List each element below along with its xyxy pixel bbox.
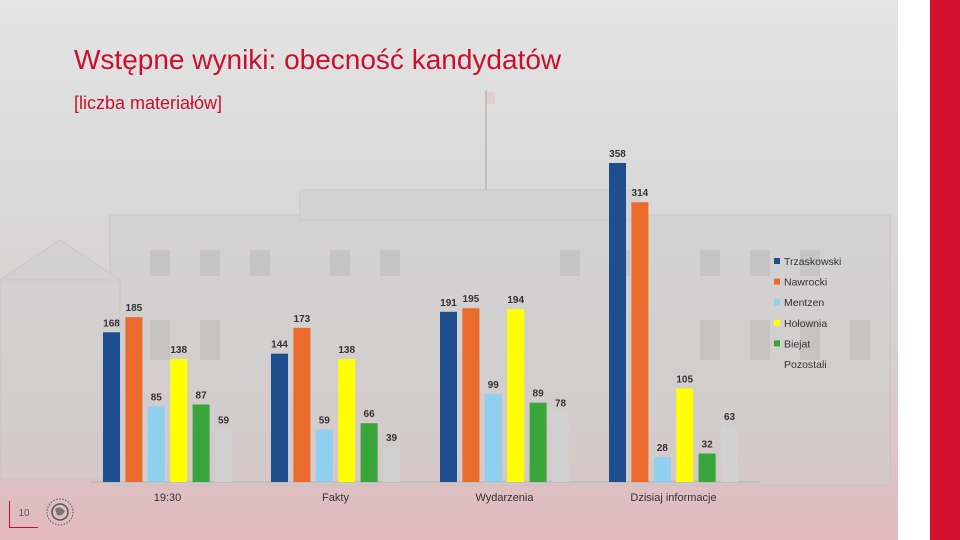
bar-mentzen-3 bbox=[653, 457, 671, 482]
data-label: 78 bbox=[555, 398, 567, 409]
red-accent-bar bbox=[930, 0, 960, 540]
bar-trzaskowski-1 bbox=[271, 353, 288, 482]
bar-biejat-3 bbox=[698, 453, 716, 482]
bar-trzaskowski-2 bbox=[440, 311, 457, 482]
data-label: 138 bbox=[338, 345, 355, 356]
category-label: Dzisiaj informacje bbox=[630, 492, 716, 504]
bar-pozostali-0 bbox=[215, 429, 232, 482]
data-label: 168 bbox=[103, 318, 120, 329]
category-label: 19:30 bbox=[154, 492, 182, 504]
bar-pozostali-1 bbox=[383, 447, 400, 482]
bar-mentzen-0 bbox=[147, 406, 165, 482]
data-label: 191 bbox=[440, 298, 457, 309]
bar-trzaskowski-0 bbox=[103, 332, 120, 482]
bar-mentzen-1 bbox=[315, 429, 333, 482]
page-number: 10 bbox=[9, 501, 38, 528]
legend-label: Biejat bbox=[784, 338, 810, 350]
legend-swatch bbox=[774, 278, 780, 285]
slide-title: Wstępne wyniki: obecność kandydatów bbox=[74, 44, 562, 75]
legend-swatch bbox=[774, 319, 780, 326]
data-label: 85 bbox=[151, 392, 163, 403]
data-label: 358 bbox=[609, 149, 626, 160]
data-label: 194 bbox=[507, 295, 524, 306]
data-label: 105 bbox=[676, 374, 693, 385]
legend-swatch bbox=[774, 361, 780, 367]
bar-hołownia-0 bbox=[170, 359, 188, 482]
data-label: 314 bbox=[632, 188, 649, 199]
category-label: Fakty bbox=[322, 492, 349, 504]
bar-nawrocki-0 bbox=[125, 317, 143, 482]
bar-pozostali-3 bbox=[721, 425, 738, 482]
bar-hołownia-3 bbox=[676, 388, 694, 482]
data-label: 28 bbox=[657, 443, 669, 454]
bar-nawrocki-2 bbox=[462, 308, 480, 482]
institution-logo-icon bbox=[46, 498, 74, 526]
data-label: 39 bbox=[386, 433, 398, 444]
bar-nawrocki-3 bbox=[631, 202, 649, 482]
data-label: 66 bbox=[364, 409, 376, 420]
data-label: 59 bbox=[319, 415, 331, 426]
bar-biejat-2 bbox=[529, 402, 547, 482]
right-margin-strip bbox=[898, 0, 930, 540]
legend-swatch bbox=[774, 299, 780, 306]
data-label: 59 bbox=[218, 415, 230, 426]
data-label: 173 bbox=[294, 314, 311, 325]
data-label: 89 bbox=[533, 389, 545, 400]
bar-mentzen-2 bbox=[484, 393, 502, 482]
bar-nawrocki-1 bbox=[293, 327, 311, 482]
legend-label: Nawrocki bbox=[784, 277, 827, 289]
data-label: 87 bbox=[196, 390, 208, 401]
legend-label: Trzaskowski bbox=[784, 256, 841, 268]
legend-swatch bbox=[774, 258, 780, 264]
bar-pozostali-2 bbox=[552, 412, 569, 482]
data-label: 185 bbox=[126, 303, 143, 314]
data-label: 144 bbox=[271, 340, 288, 351]
bar-trzaskowski-3 bbox=[609, 163, 626, 482]
bar-biejat-1 bbox=[360, 423, 378, 482]
data-label: 99 bbox=[488, 380, 500, 391]
category-label: Wydarzenia bbox=[476, 492, 535, 504]
legend-label: Hołownia bbox=[784, 318, 827, 330]
data-label: 32 bbox=[702, 439, 714, 450]
legend-swatch bbox=[774, 340, 780, 347]
data-label: 195 bbox=[463, 294, 480, 305]
data-label: 138 bbox=[170, 345, 187, 356]
legend-label: Pozostali bbox=[784, 359, 827, 371]
bar-hołownia-1 bbox=[338, 359, 356, 482]
bar-hołownia-2 bbox=[507, 309, 525, 482]
bar-biejat-0 bbox=[192, 404, 210, 482]
data-label: 63 bbox=[724, 412, 736, 423]
slide-subtitle: [liczba materiałów] bbox=[74, 93, 223, 113]
legend-label: Mentzen bbox=[784, 297, 824, 309]
